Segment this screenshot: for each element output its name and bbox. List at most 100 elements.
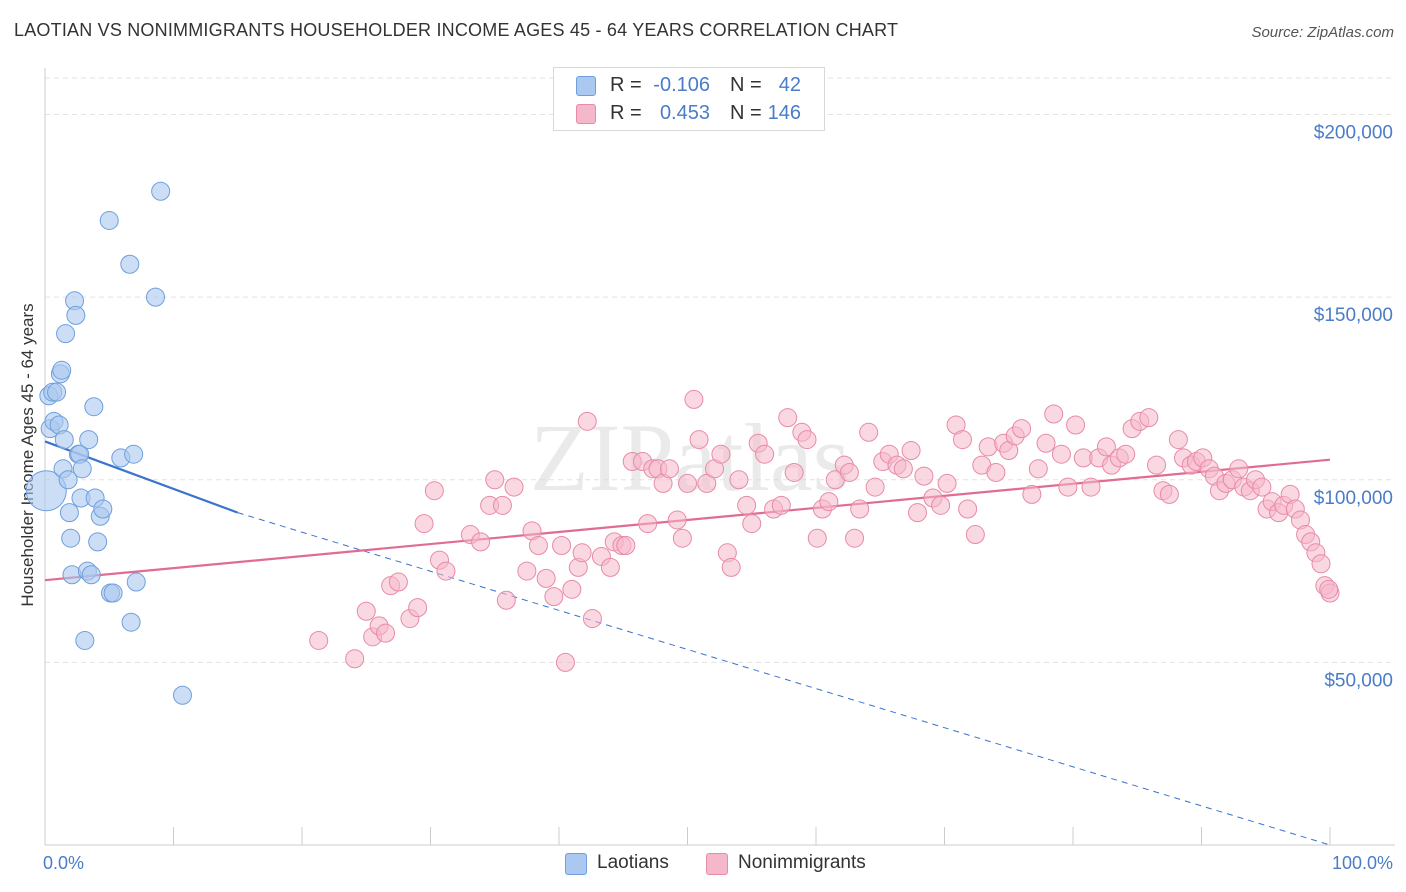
laotians-point — [81, 565, 101, 585]
nonimmigrants-point — [901, 441, 921, 461]
laotians-point — [120, 254, 140, 274]
nonimmigrants-point — [1036, 433, 1056, 453]
nonimmigrants-point — [684, 389, 704, 409]
nonimmigrants-point — [697, 473, 717, 493]
nonimmigrants-point — [850, 499, 870, 519]
laotians-point — [47, 382, 67, 402]
nonimmigrants-point — [1044, 404, 1064, 424]
laotians-point — [103, 583, 123, 603]
nonimmigrants-swatch — [576, 104, 596, 124]
nonimmigrants-point — [771, 495, 791, 515]
y-tick-label: $200,000 — [1314, 123, 1393, 144]
nonimmigrants-point — [737, 495, 757, 515]
r-label: R = — [610, 102, 642, 124]
nonimmigrants-point — [1139, 408, 1159, 428]
nonimmigrants-point — [1147, 455, 1167, 475]
nonimmigrants-point — [678, 473, 697, 493]
nonimmigrants-point — [1066, 415, 1086, 435]
nonimmigrants-point — [471, 532, 491, 552]
nonimmigrants-point — [536, 568, 556, 588]
x-tick-label: 100.0% — [1332, 853, 1393, 873]
nonimmigrants-point — [660, 459, 680, 479]
nonimmigrants-point — [408, 598, 428, 618]
nonimmigrants-point — [839, 462, 859, 482]
nonimmigrants-point — [424, 481, 444, 501]
nonimmigrants-point — [778, 408, 798, 428]
nonimmigrants-point — [742, 514, 762, 534]
laotians-point — [58, 470, 78, 490]
y-tick-label: $50,000 — [1324, 670, 1393, 691]
y-tick-label: $150,000 — [1314, 305, 1393, 326]
r-value: 0.453 — [659, 102, 710, 124]
nonimmigrants-point — [528, 536, 548, 556]
nonimmigrants-point — [582, 609, 602, 629]
stats-legend-laotians: R = -0.106 N = 42 — [554, 72, 824, 100]
laotians-point — [52, 360, 72, 380]
nonimmigrants-point — [784, 462, 804, 482]
legend-label: Laotians — [597, 852, 669, 873]
nonimmigrants-point — [544, 587, 564, 607]
laotians-point — [79, 430, 99, 450]
nonimmigrants-point — [485, 470, 505, 490]
nonimmigrants-point — [572, 543, 592, 563]
laotians-point — [124, 444, 144, 464]
laotians-point — [121, 612, 141, 632]
nonimmigrants-point — [1168, 430, 1188, 450]
nonimmigrants-point — [1051, 444, 1071, 464]
n-value: 42 — [778, 74, 801, 96]
nonimmigrants-point — [414, 514, 434, 534]
nonimmigrants-point — [845, 528, 865, 548]
laotians-point — [66, 305, 86, 325]
laotians-point — [84, 397, 104, 417]
nonimmigrants-point — [914, 466, 934, 486]
nonimmigrants-point — [555, 652, 575, 672]
nonimmigrants-point — [552, 536, 572, 556]
nonimmigrants-point — [517, 561, 537, 581]
laotians-point — [172, 685, 192, 705]
nonimmigrants-point — [865, 477, 885, 497]
laotians-point — [25, 470, 67, 512]
nonimmigrants-point — [376, 623, 396, 643]
nonimmigrants-point — [908, 503, 928, 523]
source-credit: Source: ZipAtlas.com — [1251, 24, 1394, 41]
laotians-point — [75, 630, 95, 650]
nonimmigrants-point — [721, 557, 741, 577]
ticks-layer: $50,000 $100,000 $150,000 $200,000 0.0% 100.0… — [43, 123, 1393, 873]
nonimmigrants-point — [807, 528, 827, 548]
chart-title: LAOTIAN VS NONIMMIGRANTS HOUSEHOLDER INC… — [14, 20, 899, 40]
y-tick-label: $100,000 — [1314, 488, 1393, 509]
nonimmigrants-point — [577, 411, 597, 431]
laotians-point — [146, 287, 166, 307]
nonimmigrants-point — [436, 561, 456, 581]
laotians-trend-extension — [237, 512, 1331, 846]
laotians-point — [93, 499, 113, 519]
laotians-point — [126, 572, 146, 592]
laotians-point — [61, 528, 81, 548]
laotians-point — [88, 532, 108, 552]
nonimmigrants-point — [797, 430, 817, 450]
nonimmigrants-point — [1159, 484, 1179, 504]
nonimmigrants-point — [600, 557, 620, 577]
r-value: -0.106 — [653, 74, 710, 96]
nonimmigrants-point — [616, 536, 636, 556]
nonimmigrants-point — [356, 601, 376, 621]
n-value: 146 — [767, 102, 801, 124]
nonimmigrants-point — [309, 630, 329, 650]
nonimmigrants-point — [1022, 484, 1042, 504]
nonimmigrants-point — [667, 510, 687, 530]
nonimmigrants-legend-swatch — [706, 853, 728, 875]
nonimmigrants-trend-line — [44, 458, 1331, 582]
grid-layer — [44, 68, 1395, 846]
nonimmigrants-point — [711, 444, 731, 464]
nonimmigrants-point — [1319, 579, 1339, 599]
nonimmigrants-point — [965, 525, 985, 545]
nonimmigrants-point — [1311, 554, 1331, 574]
series-legend: Laotians Nonimmigrants — [0, 852, 1406, 878]
nonimmigrants-point — [504, 477, 524, 497]
nonimmigrants-point — [1252, 477, 1272, 497]
nonimmigrants-point — [859, 422, 879, 442]
laotians-point — [72, 459, 92, 479]
nonimmigrants-point — [1058, 477, 1078, 497]
stats-legend: R = -0.106 N = 42 R = 0.453 N = 146 — [553, 67, 825, 131]
